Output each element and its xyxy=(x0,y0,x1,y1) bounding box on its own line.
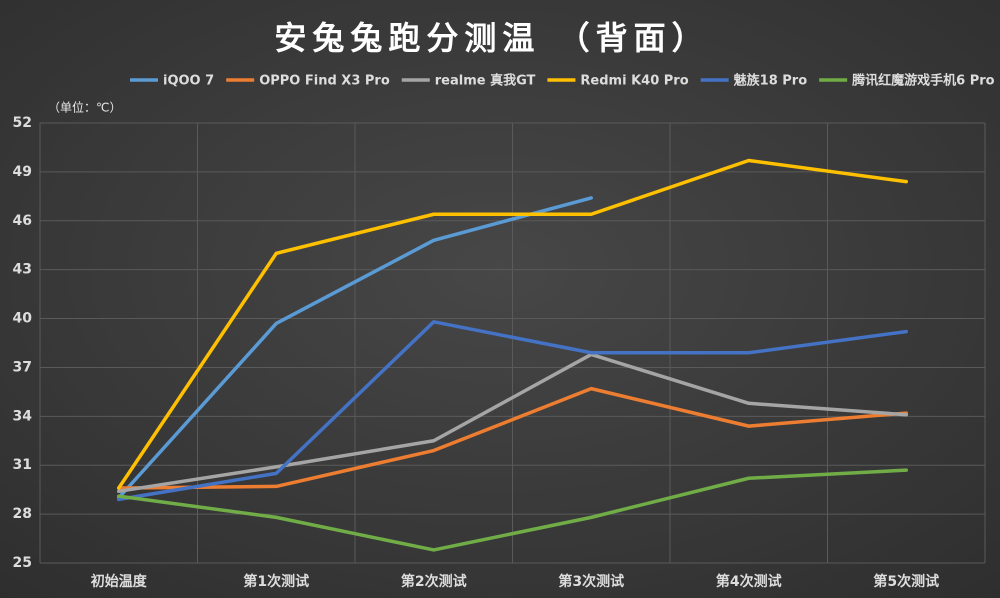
series-line xyxy=(117,158,908,490)
y-tick-label: 31 xyxy=(13,457,32,473)
chart-title: 安兔兔跑分测温 （背面） xyxy=(274,19,709,57)
y-tick-label: 34 xyxy=(13,408,33,424)
x-tick-label: 第5次测试 xyxy=(873,573,939,590)
legend-label: 腾讯红魔游戏手机6 Pro xyxy=(851,73,995,89)
y-tick-label: 46 xyxy=(13,213,32,229)
series-line xyxy=(117,468,908,552)
y-tick-label: 37 xyxy=(13,359,32,375)
x-tick-label: 第3次测试 xyxy=(558,573,624,590)
series-line xyxy=(117,196,593,500)
y-tick-label: 52 xyxy=(13,115,32,131)
series-line xyxy=(117,352,908,494)
series-line xyxy=(117,386,908,490)
y-tick-label: 49 xyxy=(13,164,32,180)
series-line xyxy=(117,320,908,502)
unit-label: （单位：℃） xyxy=(48,100,121,115)
legend-label: OPPO Find X3 Pro xyxy=(259,74,390,89)
y-tick-label: 43 xyxy=(13,262,32,278)
legend-label: 魅族18 Pro xyxy=(734,73,808,89)
x-tick-label: 初始温度 xyxy=(91,573,148,590)
legend-label: iQOO 7 xyxy=(163,74,214,89)
legend-label: Redmi K40 Pro xyxy=(580,74,688,89)
y-tick-label: 40 xyxy=(13,311,33,327)
x-tick-label: 第2次测试 xyxy=(401,573,467,590)
x-tick-label: 第4次测试 xyxy=(716,573,782,590)
y-tick-label: 25 xyxy=(13,555,32,571)
y-tick-label: 28 xyxy=(13,506,32,522)
legend-label: realme 真我GT xyxy=(435,73,536,89)
x-tick-label: 第1次测试 xyxy=(243,573,309,590)
